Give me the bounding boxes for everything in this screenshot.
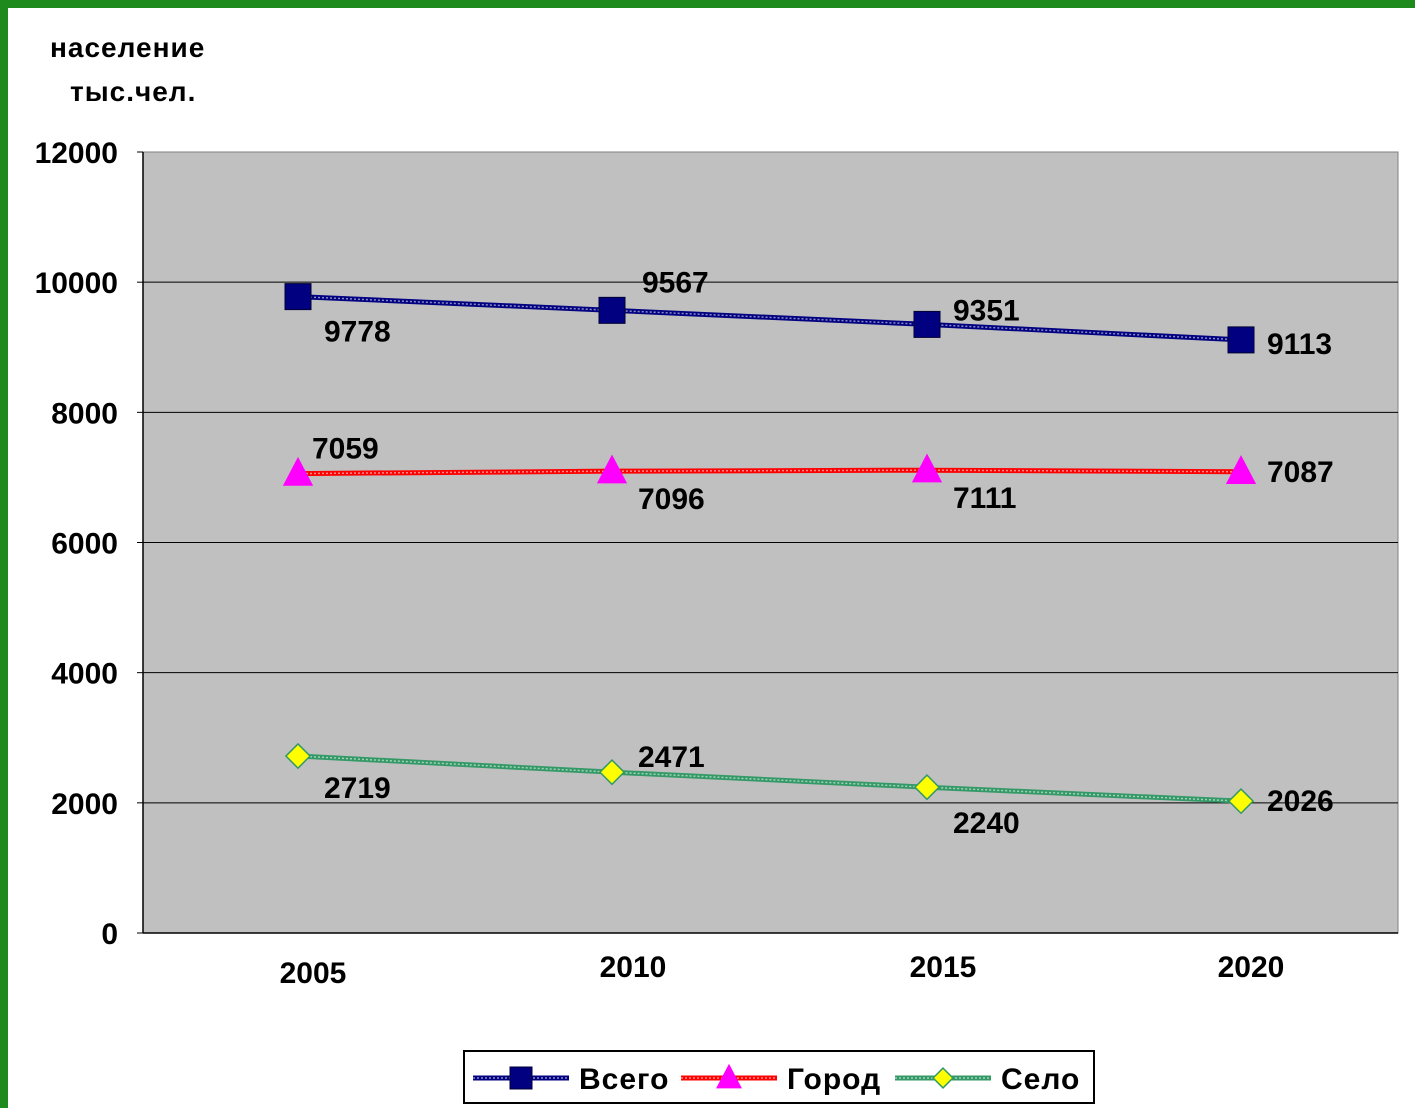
series-1: 7059 7096 7111 7087 bbox=[282, 433, 1334, 516]
data-label: 7087 bbox=[1267, 456, 1334, 489]
data-label: 9113 bbox=[1267, 328, 1332, 361]
legend-items: Всего Город Село bbox=[473, 1063, 1080, 1096]
y-axis-label-line2: тыс.чел. bbox=[70, 76, 197, 107]
legend-label: Город bbox=[787, 1063, 881, 1096]
legend-marker bbox=[509, 1066, 533, 1090]
data-point bbox=[598, 759, 626, 786]
data-point bbox=[1227, 787, 1255, 815]
y-tick-label: 4000 bbox=[51, 658, 118, 691]
series-line-texture bbox=[297, 295, 1242, 341]
series-0: 9778 9567 9351 9113 bbox=[284, 266, 1332, 361]
legend-item-2: Село bbox=[895, 1063, 1080, 1096]
x-tick-label: 2005 bbox=[280, 957, 347, 990]
y-axis-label-line1: население bbox=[50, 32, 206, 63]
y-tick-label: 12000 bbox=[35, 137, 118, 170]
data-label: 9778 bbox=[324, 316, 391, 349]
y-tick-label: 8000 bbox=[51, 397, 118, 430]
data-point bbox=[284, 742, 312, 770]
y-tick-label: 10000 bbox=[35, 267, 118, 300]
data-point bbox=[598, 296, 626, 324]
data-point bbox=[913, 310, 941, 338]
x-tick-label: 2010 bbox=[600, 951, 667, 984]
legend-item-1: Город bbox=[681, 1063, 881, 1096]
y-tick-label: 2000 bbox=[51, 788, 118, 821]
data-point bbox=[284, 283, 312, 311]
data-point bbox=[282, 456, 314, 486]
data-label: 9351 bbox=[953, 294, 1020, 327]
data-label: 2240 bbox=[953, 807, 1020, 840]
x-tick-label: 2015 bbox=[910, 951, 977, 984]
legend: Всего Город Село bbox=[463, 1050, 1095, 1104]
data-label: 9567 bbox=[642, 266, 709, 299]
data-label: 7111 bbox=[953, 482, 1016, 515]
y-tick-label: 6000 bbox=[51, 528, 118, 561]
data-point bbox=[1225, 455, 1257, 484]
data-point bbox=[911, 453, 943, 483]
data-label: 2026 bbox=[1267, 785, 1334, 818]
legend-item-0: Всего bbox=[473, 1063, 669, 1096]
legend-marker bbox=[932, 1067, 954, 1089]
data-label: 7096 bbox=[638, 483, 705, 516]
data-point bbox=[596, 454, 628, 484]
legend-marker bbox=[716, 1063, 742, 1089]
y-tick-label: 0 bbox=[101, 918, 118, 951]
series-line-texture bbox=[297, 755, 1242, 802]
data-label: 2719 bbox=[324, 772, 391, 805]
legend-label: Село bbox=[1001, 1063, 1080, 1096]
legend-label: Всего bbox=[579, 1063, 669, 1096]
data-point bbox=[913, 774, 941, 801]
series-2: 2719 2471 2240 2026 bbox=[284, 741, 1334, 840]
series-line-texture bbox=[297, 469, 1242, 475]
data-label: 2471 bbox=[638, 741, 705, 774]
data-point bbox=[1227, 326, 1255, 354]
x-tick-label: 2020 bbox=[1218, 951, 1285, 984]
data-label: 7059 bbox=[312, 433, 379, 466]
